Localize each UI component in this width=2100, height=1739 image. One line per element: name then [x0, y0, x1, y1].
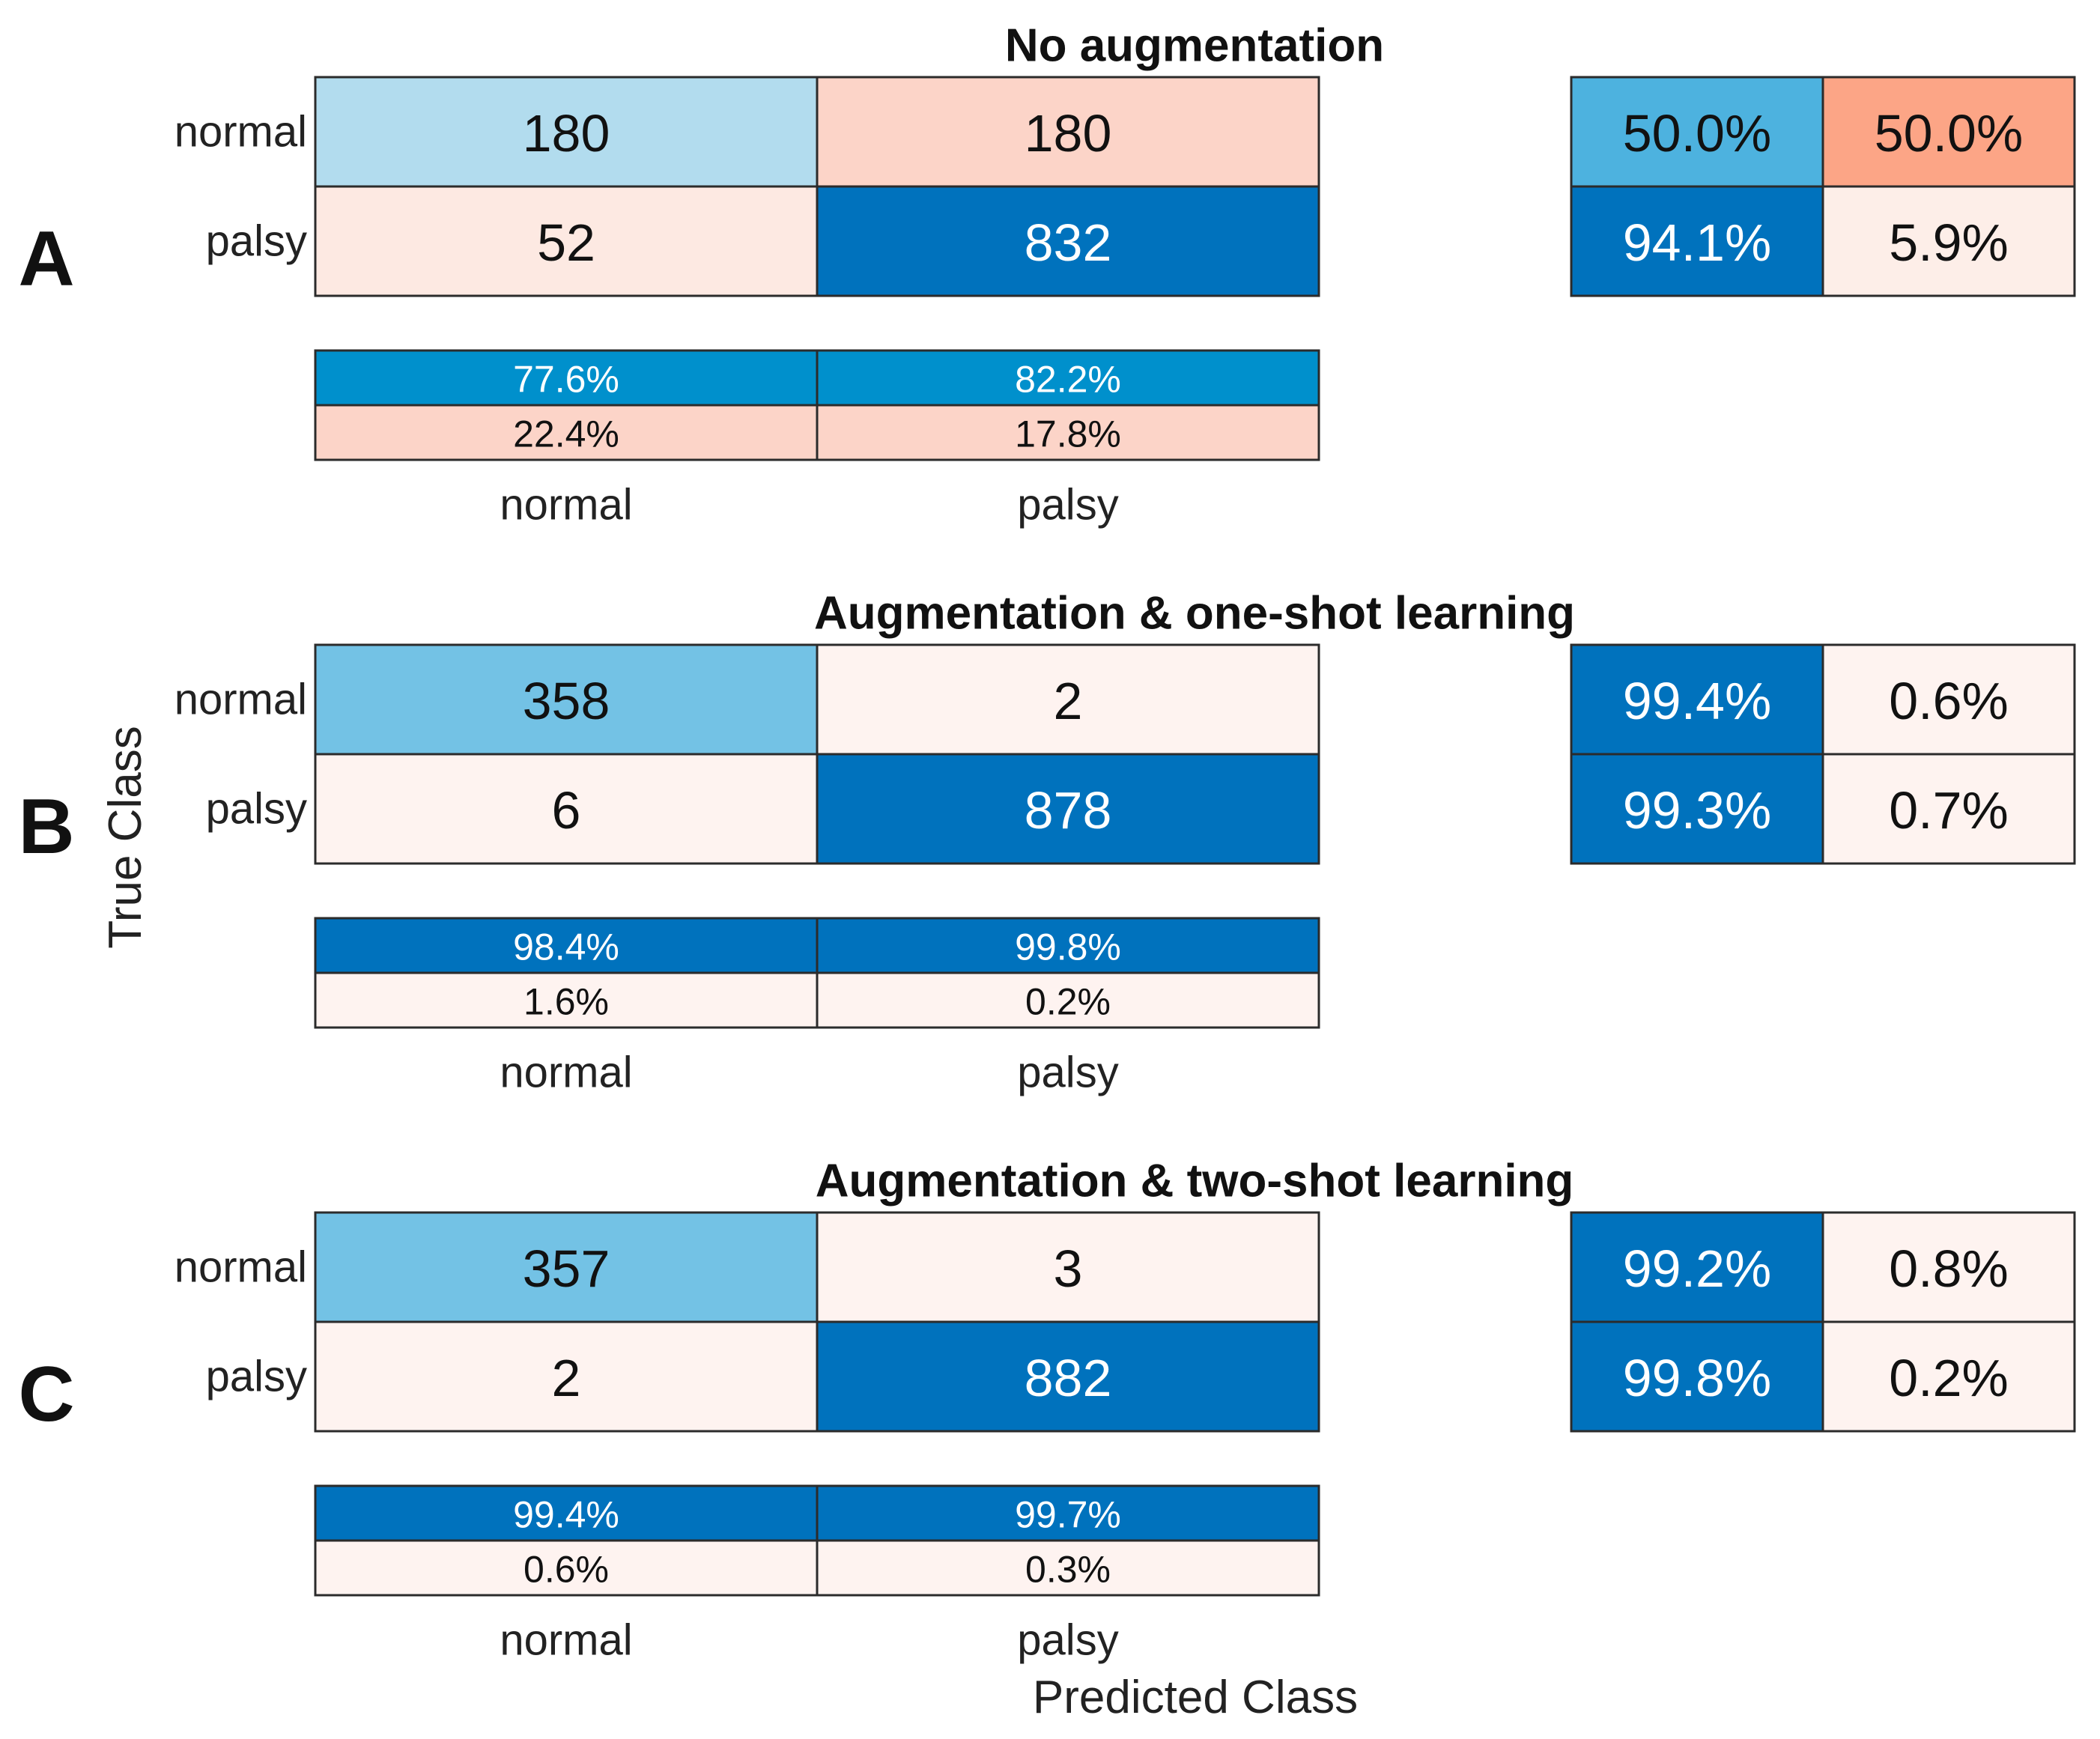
count-cell-a-r0c1: [816, 76, 1320, 188]
row-label-b-1: palsy: [206, 785, 307, 834]
row-label-b-0: normal: [175, 676, 307, 724]
count-value-c-r0c0: 357: [523, 1239, 610, 1298]
col-label-b-1: palsy: [1017, 1048, 1118, 1097]
panel-title-a: No augmentation: [1005, 20, 1384, 72]
count-value-b-r0c1: 2: [1054, 672, 1083, 730]
col-summary-value-b-r0c0: 98.4%: [513, 926, 619, 968]
row-label-c-1: palsy: [206, 1353, 307, 1401]
row-summary-cell-b-r0c1: [1821, 643, 2076, 756]
col-summary-value-a-r1c1: 17.8%: [1015, 413, 1121, 455]
col-summary-cell-c-r1c1: [816, 1539, 1320, 1597]
row-summary-cell-a-r1c1: [1821, 185, 2076, 297]
count-cell-b-r1c0: [314, 753, 819, 865]
count-cell-c-r0c0: [314, 1211, 819, 1323]
col-summary-value-b-r1c1: 0.2%: [1025, 981, 1111, 1023]
count-value-a-r1c0: 52: [537, 213, 595, 272]
col-summary-cell-b-r0c0: [314, 917, 819, 974]
col-summary-cell-c-r0c1: [816, 1484, 1320, 1542]
col-label-b-0: normal: [500, 1048, 632, 1097]
row-summary-value-c-r1c1: 0.2%: [1889, 1349, 2009, 1407]
row-summary-cell-b-r1c0: [1570, 753, 1824, 865]
row-summary-value-b-r1c1: 0.7%: [1889, 781, 2009, 840]
row-label-c-0: normal: [175, 1243, 307, 1292]
row-summary-value-a-r1c0: 94.1%: [1623, 213, 1771, 272]
col-summary-value-c-r1c0: 0.6%: [524, 1549, 609, 1591]
count-value-a-r0c1: 180: [1025, 104, 1112, 163]
count-value-a-r1c1: 832: [1025, 213, 1112, 272]
x-axis-label: Predicted Class: [1033, 1672, 1358, 1723]
row-summary-cell-b-r0c0: [1570, 643, 1824, 756]
col-label-a-1: palsy: [1017, 481, 1118, 529]
count-cell-a-r0c0: [314, 76, 819, 188]
row-summary-value-c-r0c1: 0.8%: [1889, 1239, 2009, 1298]
row-summary-cell-c-r0c1: [1821, 1211, 2076, 1323]
row-summary-value-b-r0c1: 0.6%: [1889, 672, 2009, 730]
panel-label-b: B: [18, 783, 74, 870]
row-summary-value-b-r0c0: 99.4%: [1623, 672, 1771, 730]
row-summary-value-c-r1c0: 99.8%: [1623, 1349, 1771, 1407]
row-summary-value-a-r1c1: 5.9%: [1889, 213, 2009, 272]
col-summary-cell-b-r0c1: [816, 917, 1320, 974]
col-summary-value-c-r1c1: 0.3%: [1025, 1549, 1111, 1591]
row-label-a-0: normal: [175, 108, 307, 157]
count-cell-c-r0c1: [816, 1211, 1320, 1323]
col-summary-value-c-r0c1: 99.7%: [1015, 1494, 1121, 1536]
row-summary-value-a-r0c1: 50.0%: [1875, 104, 2023, 163]
count-value-b-r0c0: 358: [523, 672, 610, 730]
panel-label-c: C: [18, 1351, 74, 1438]
col-summary-value-b-r0c1: 99.8%: [1015, 926, 1121, 968]
count-cell-b-r0c0: [314, 643, 819, 756]
row-summary-cell-a-r1c0: [1570, 185, 1824, 297]
panel-label-a: A: [18, 216, 74, 303]
panels-layer: A No augmentation 180 180 52 832 normal palsy 50…: [18, 20, 2076, 1665]
row-summary-value-a-r0c0: 50.0%: [1623, 104, 1771, 163]
count-value-c-r0c1: 3: [1054, 1239, 1083, 1298]
col-label-a-0: normal: [500, 481, 632, 529]
col-summary-cell-c-r1c0: [314, 1539, 819, 1597]
row-summary-value-c-r0c0: 99.2%: [1623, 1239, 1771, 1298]
panel-title-b: Augmentation & one-shot learning: [814, 588, 1575, 640]
col-summary-cell-b-r1c1: [816, 971, 1320, 1029]
col-summary-value-c-r0c0: 99.4%: [513, 1494, 619, 1536]
y-axis-label: True Class: [100, 726, 151, 948]
count-cell-a-r1c0: [314, 185, 819, 297]
row-summary-value-b-r1c0: 99.3%: [1623, 781, 1771, 840]
col-summary-cell-a-r1c0: [314, 404, 819, 461]
col-summary-cell-a-r0c1: [816, 349, 1320, 407]
count-cell-c-r1c1: [816, 1320, 1320, 1433]
row-summary-cell-c-r1c0: [1570, 1320, 1824, 1433]
col-label-c-0: normal: [500, 1616, 632, 1665]
col-summary-cell-b-r1c0: [314, 971, 819, 1029]
panel-title-c: Augmentation & two-shot learning: [816, 1156, 1574, 1207]
col-summary-value-a-r1c0: 22.4%: [513, 413, 619, 455]
col-label-c-1: palsy: [1017, 1616, 1118, 1665]
count-cell-a-r1c1: [816, 185, 1320, 297]
col-summary-cell-a-r1c1: [816, 404, 1320, 461]
row-label-a-1: palsy: [206, 217, 307, 266]
count-value-b-r1c0: 6: [552, 781, 581, 840]
row-summary-cell-c-r0c0: [1570, 1211, 1824, 1323]
count-value-c-r1c0: 2: [552, 1349, 581, 1407]
col-summary-value-a-r0c0: 77.6%: [513, 359, 619, 401]
count-value-b-r1c1: 878: [1025, 781, 1112, 840]
col-summary-value-b-r1c0: 1.6%: [524, 981, 609, 1023]
col-summary-value-a-r0c1: 82.2%: [1015, 359, 1121, 401]
row-summary-cell-b-r1c1: [1821, 753, 2076, 865]
count-cell-b-r0c1: [816, 643, 1320, 756]
col-summary-cell-a-r0c0: [314, 349, 819, 407]
count-value-c-r1c1: 882: [1025, 1349, 1112, 1407]
count-cell-b-r1c1: [816, 753, 1320, 865]
count-value-a-r0c0: 180: [523, 104, 610, 163]
row-summary-cell-c-r1c1: [1821, 1320, 2076, 1433]
